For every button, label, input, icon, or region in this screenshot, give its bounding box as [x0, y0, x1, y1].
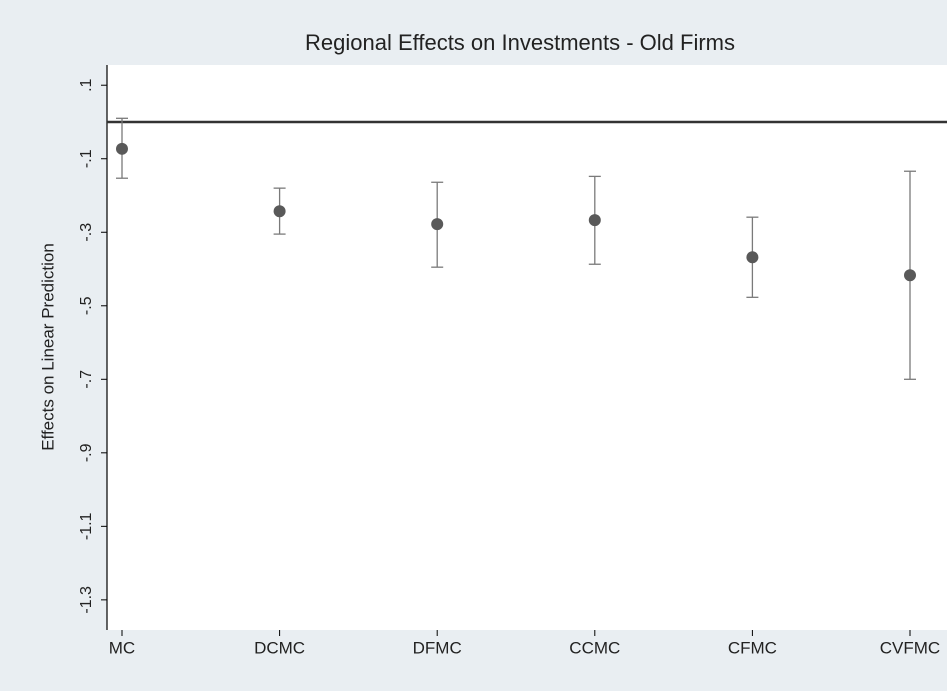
point: [273, 205, 286, 218]
y-axis-title: Effects on Linear Prediction: [38, 243, 57, 451]
chart-title: Regional Effects on Investments - Old Fi…: [305, 30, 735, 55]
y-tick-label: -.9: [78, 443, 95, 462]
point: [431, 218, 444, 231]
x-tick-label: DCMC: [254, 638, 305, 657]
y-tick-label: -.3: [78, 223, 95, 242]
x-tick-label: CCMC: [569, 638, 620, 657]
point: [904, 269, 916, 282]
y-tick-label: .1: [78, 78, 95, 91]
x-tick-label: CVFMC: [880, 638, 940, 657]
y-tick-label: -.7: [78, 370, 95, 389]
point: [116, 142, 128, 155]
x-tick-label: CFMC: [728, 638, 777, 657]
point: [588, 214, 601, 227]
plot-area: [107, 65, 947, 630]
x-tick-label: MC: [109, 638, 135, 657]
point: [746, 251, 759, 264]
x-tick-label: DFMC: [413, 638, 462, 657]
y-tick-label: -.1: [78, 149, 95, 168]
y-tick-label: -1.1: [78, 512, 95, 540]
y-tick-label: -.5: [78, 296, 95, 315]
y-tick-label: -1.3: [78, 586, 95, 614]
